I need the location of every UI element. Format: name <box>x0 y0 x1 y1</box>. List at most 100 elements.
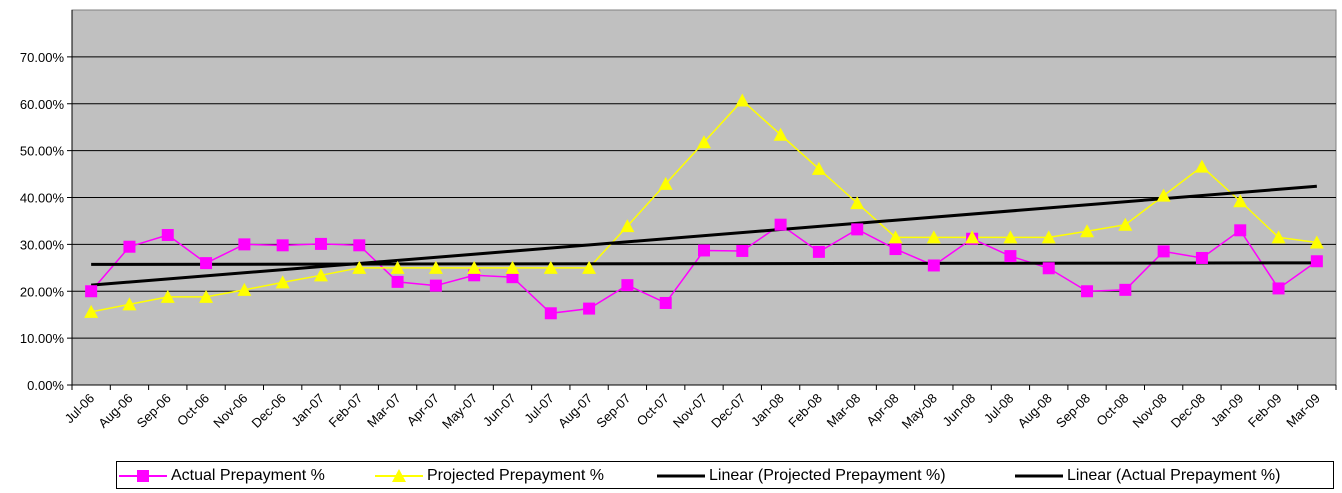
data-point-triangle <box>582 260 597 274</box>
data-point-triangle <box>888 230 903 244</box>
data-point-square <box>1081 285 1094 298</box>
data-point-triangle <box>122 297 137 311</box>
data-point-triangle <box>773 127 788 141</box>
data-point-triangle <box>199 289 214 303</box>
chart-canvas: 0.00% 10.00% 20.00% 30.00% 40.00% 50.00% 60.00… <box>20 9 1337 432</box>
data-point-triangle <box>811 161 826 175</box>
data-point-square <box>314 237 327 250</box>
x-tick-label: Sep-08 <box>1053 391 1093 431</box>
data-point-square <box>774 218 787 231</box>
legend-label: Projected Prepayment % <box>427 467 604 484</box>
data-point-triangle <box>505 260 520 274</box>
data-point-square <box>429 279 442 292</box>
data-point-triangle <box>237 282 252 296</box>
data-point-triangle <box>1233 194 1248 208</box>
x-tick-label: Jun-08 <box>940 391 979 430</box>
x-tick-label: May-07 <box>439 391 480 432</box>
x-tick-label: Jan-08 <box>748 391 787 430</box>
data-point-square <box>889 243 902 256</box>
data-point-square <box>391 275 404 288</box>
data-point-triangle <box>850 196 865 210</box>
x-tick-label: Dec-07 <box>708 391 748 431</box>
legend-line-icon <box>1015 474 1063 478</box>
x-tick-label: Dec-06 <box>249 391 289 431</box>
data-point-triangle <box>313 268 328 282</box>
y-tick-label: 0.00% <box>27 378 64 393</box>
data-point-square <box>1195 251 1208 264</box>
data-point-triangle <box>428 260 443 274</box>
data-point-square <box>544 307 557 320</box>
data-point-square <box>1157 245 1170 258</box>
x-tick-label: Aug-07 <box>555 391 595 431</box>
x-tick-label: Oct-08 <box>1093 391 1131 429</box>
data-point-triangle <box>697 135 711 149</box>
data-point-triangle <box>1118 217 1133 231</box>
x-tick-label: Feb-08 <box>785 391 825 431</box>
x-tick-label: Oct-07 <box>634 391 672 429</box>
legend-line-icon <box>657 474 705 478</box>
data-point-square <box>1234 224 1247 237</box>
x-tick-label: Feb-07 <box>326 391 366 431</box>
x-tick-label: Nov-06 <box>210 391 250 431</box>
data-point-triangle <box>965 230 980 244</box>
data-point-square <box>851 223 864 236</box>
trendline <box>91 184 1317 287</box>
y-tick-label: 50.00% <box>20 144 65 159</box>
x-tick-label: Nov-08 <box>1130 391 1170 431</box>
data-point-square <box>812 245 825 258</box>
data-point-triangle <box>543 260 558 274</box>
data-point-triangle <box>84 304 99 318</box>
data-point-square <box>276 239 289 252</box>
data-point-square <box>123 240 136 253</box>
data-point-triangle <box>1080 224 1095 238</box>
data-point-triangle <box>275 275 290 289</box>
data-point-triangle <box>1003 230 1018 244</box>
legend-item-projected: Projected Prepayment % <box>375 466 604 486</box>
data-point-square <box>85 285 98 298</box>
data-point-square <box>1042 262 1055 275</box>
x-tick-label: Sep-07 <box>593 391 633 431</box>
data-point-triangle <box>160 289 175 303</box>
legend-label: Actual Prepayment % <box>171 467 325 484</box>
x-tick-label: Oct-06 <box>174 391 212 429</box>
trendline <box>91 261 1317 266</box>
legend: Actual Prepayment % Projected Prepayment… <box>116 461 1334 489</box>
data-point-square <box>927 259 940 272</box>
data-point-square <box>1119 283 1132 296</box>
data-point-triangle <box>1309 235 1324 249</box>
y-tick-label: 10.00% <box>20 331 65 346</box>
y-tick-label: 40.00% <box>20 191 65 206</box>
data-point-square <box>238 238 251 251</box>
legend-item-linear-actual: Linear (Actual Prepayment %) <box>1015 466 1280 486</box>
data-point-triangle <box>1041 230 1056 244</box>
data-point-triangle <box>1156 188 1171 202</box>
data-point-square <box>659 296 672 309</box>
y-tick-label: 70.00% <box>20 50 65 65</box>
data-point-square <box>200 257 213 270</box>
legend-marker-triangle-icon <box>375 469 423 482</box>
legend-label: Linear (Actual Prepayment %) <box>1067 467 1281 484</box>
data-point-square <box>506 271 519 284</box>
data-point-square <box>161 229 174 241</box>
x-tick-label: Jul-08 <box>981 391 1017 427</box>
data-point-triangle <box>735 93 750 107</box>
data-point-triangle <box>352 260 367 274</box>
x-tick-label: Jan-09 <box>1208 391 1247 430</box>
y-tick-label: 20.00% <box>20 284 65 299</box>
y-tick-label: 60.00% <box>20 97 65 112</box>
data-point-triangle <box>1194 159 1209 173</box>
x-tick-label: Nov-07 <box>670 391 710 431</box>
x-tick-label: Feb-09 <box>1245 391 1285 431</box>
legend-label: Linear (Projected Prepayment %) <box>709 467 946 484</box>
x-tick-label: Jan-07 <box>288 391 327 430</box>
x-tick-label: Mar-09 <box>1283 391 1323 431</box>
x-tick-label: May-08 <box>899 391 940 432</box>
x-tick-label: Aug-06 <box>95 391 135 431</box>
x-tick-label: Apr-07 <box>404 391 442 429</box>
data-point-square <box>1310 255 1323 268</box>
x-tick-label: Jun-07 <box>480 391 519 430</box>
legend-item-linear-projected: Linear (Projected Prepayment %) <box>657 466 946 486</box>
x-tick-label: Jul-06 <box>62 391 98 427</box>
data-point-square <box>698 244 710 257</box>
